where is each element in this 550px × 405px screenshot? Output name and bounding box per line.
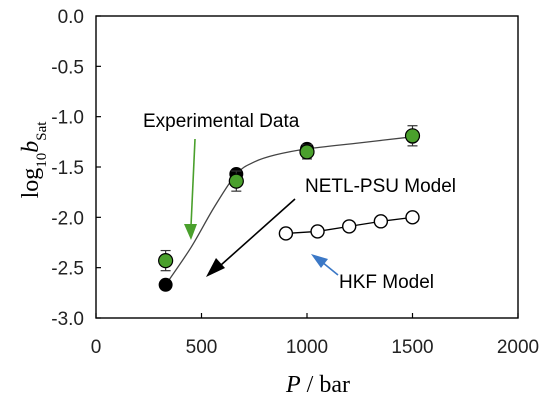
annotation-netl-psu-model: NETL-PSU Model bbox=[305, 176, 456, 197]
y-tick-label: 0.0 bbox=[58, 7, 84, 28]
arrow-hkf-model bbox=[321, 261, 339, 276]
y-axis: 0.0 -0.5 -1.0 -1.5 -2.0 -2.5 -3.0 bbox=[51, 7, 101, 330]
experimental-data-point bbox=[299, 144, 315, 160]
netl-psu-model-point bbox=[158, 277, 173, 292]
arrow-hkf-model-head bbox=[311, 254, 328, 268]
y-tick-label: -0.5 bbox=[51, 57, 84, 78]
x-tick-label: 500 bbox=[186, 337, 218, 358]
plot-border bbox=[95, 15, 519, 319]
hkf-model-point bbox=[373, 214, 389, 229]
arrow-experimental-data bbox=[190, 138, 196, 227]
x-axis-label: P / bar bbox=[285, 372, 350, 398]
x-tick-label: 0 bbox=[91, 337, 102, 358]
annotation-hkf-model: HKF Model bbox=[339, 272, 434, 293]
plot-area bbox=[95, 15, 519, 319]
experimental-data-point bbox=[404, 128, 421, 144]
y-axis-label: log10bSat bbox=[18, 121, 50, 199]
y-tick-label: -1.0 bbox=[51, 108, 84, 129]
x-axis: 0 500 1000 1500 2000 bbox=[91, 313, 539, 358]
y-tick-label: -1.5 bbox=[51, 158, 84, 179]
y-tick-label: -2.0 bbox=[51, 208, 84, 229]
netl-psu-model-curve bbox=[165, 136, 413, 286]
experimental-data-point bbox=[158, 253, 174, 269]
x-tick-label: 2000 bbox=[497, 337, 539, 358]
hkf-model-point bbox=[342, 219, 357, 234]
annotation-experimental-data: Experimental Data bbox=[143, 111, 300, 132]
experimental-data-point bbox=[228, 173, 244, 189]
model-curves bbox=[165, 136, 413, 286]
hkf-model-point bbox=[310, 224, 325, 239]
arrow-experimental-data-head bbox=[184, 224, 197, 240]
arrow-netl-psu-model bbox=[220, 198, 296, 266]
hkf-model-point bbox=[278, 226, 294, 241]
y-tick-label: -3.0 bbox=[51, 309, 84, 330]
x-tick-label: 1000 bbox=[286, 337, 328, 358]
hkf-model-point bbox=[405, 210, 420, 225]
y-tick-label: -2.5 bbox=[51, 259, 84, 280]
arrow-netl-psu-model-head bbox=[206, 258, 225, 277]
x-tick-label: 1500 bbox=[391, 337, 433, 358]
data-markers bbox=[158, 125, 421, 292]
